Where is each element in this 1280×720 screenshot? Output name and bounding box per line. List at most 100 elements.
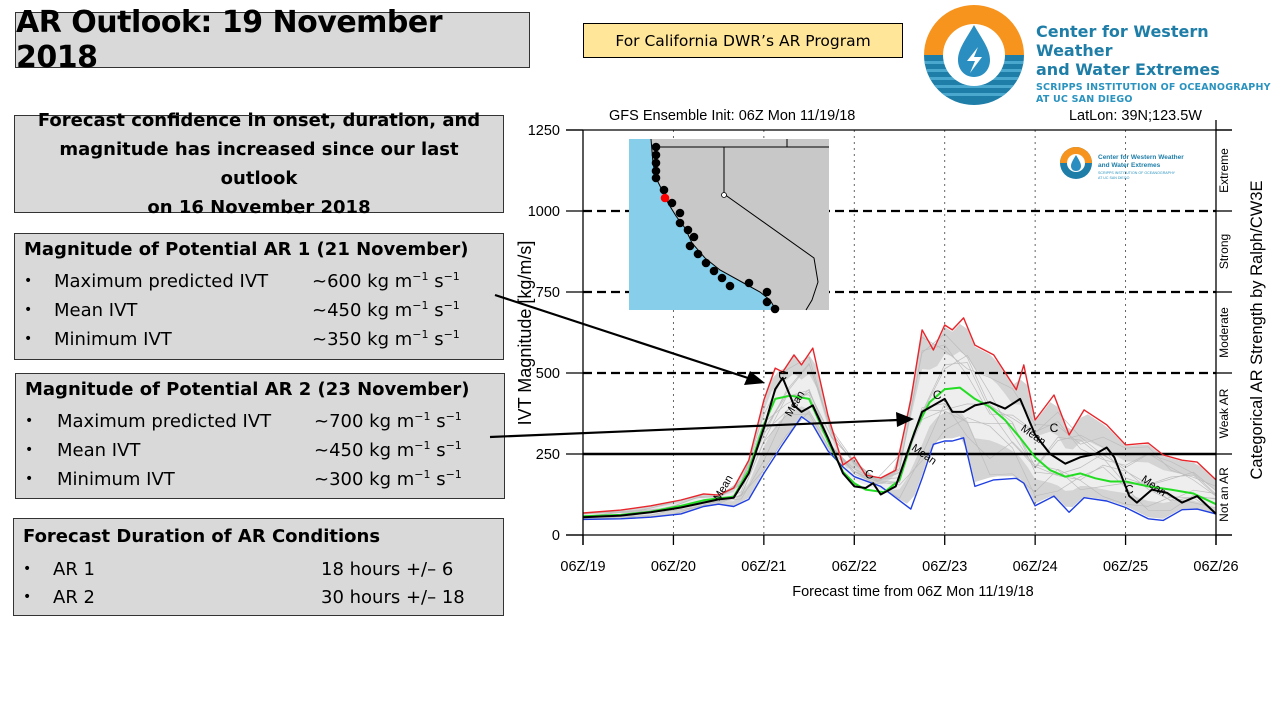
- duration-ar2-value: 30 hours +/– 18: [321, 586, 465, 608]
- grid-point-marker: [685, 241, 695, 251]
- ensemble-inner-band: [583, 351, 1216, 518]
- page-title: AR Outlook: 19 November 2018: [16, 5, 443, 75]
- ar1-row-mean: • Mean IVT ~450 kg m−1 s−1: [24, 296, 499, 324]
- logo-line-3: SCRIPPS INSTITUTION OF OCEANOGRAPHY: [1036, 82, 1271, 93]
- ensemble-member-line: [582, 394, 1217, 518]
- grid-point-marker: [693, 249, 703, 259]
- contour-label: Mean: [1139, 473, 1168, 499]
- ar1-min-value: ~350 kg m−1 s−1: [312, 327, 460, 350]
- ar1-heading: Magnitude of Potential AR 1 (21 November…: [24, 239, 469, 260]
- x-ticks: 06Z/19 06Z/20 06Z/21 06Z/22 06Z/23 06Z/24 06Z/…: [560, 535, 1239, 575]
- chart-title-left: GFS Ensemble Init: 06Z Mon 11/19/18: [609, 108, 855, 124]
- bullet: •: [24, 302, 33, 318]
- ar1-arrowhead-icon: [744, 371, 765, 385]
- ensemble-member-line: [582, 413, 1217, 519]
- category-label: Strong: [1217, 234, 1231, 269]
- ar2-magnitude-box: Magnitude of Potential AR 2 (23 November…: [15, 373, 505, 499]
- ensemble-max-line: [582, 317, 1217, 514]
- ar2-min-value: ~300 kg m−1 s−1: [314, 467, 462, 490]
- bullet: •: [25, 442, 34, 458]
- y-tick-label: 1000: [528, 204, 560, 220]
- grid-point-marker: [651, 166, 661, 176]
- ensemble-member-line: [582, 389, 1217, 518]
- chart-logo-line-4: AT UC SAN DIEGO: [1098, 176, 1130, 180]
- ensemble-member-line: [582, 333, 1217, 515]
- inset-map: [629, 138, 829, 314]
- ar1-max-label: Maximum predicted IVT: [54, 270, 269, 292]
- ar1-mean-value: ~450 kg m−1 s−1: [312, 298, 460, 321]
- contour-label: Mean: [909, 442, 938, 468]
- x-tick-label: 06Z/19: [560, 559, 605, 575]
- annotation-arrows: [489, 293, 914, 439]
- ar2-max-label: Maximum predicted IVT: [57, 410, 272, 432]
- grid-point-marker: [762, 297, 772, 307]
- ar1-mean-label: Mean IVT: [54, 299, 138, 321]
- ensemble-member-line: [582, 388, 1217, 518]
- grid-point-marker: [709, 266, 719, 276]
- duration-ar1-value: 18 hours +/– 6: [321, 558, 454, 580]
- ensemble-member-line: [582, 402, 1217, 519]
- category-label: Not an AR: [1217, 467, 1231, 522]
- chart-logo-line-1: Center for Western Weather: [1098, 154, 1184, 161]
- grid-point-marker: [701, 258, 711, 268]
- y-tick-label: 500: [536, 366, 560, 382]
- spread-bands: [583, 323, 1216, 520]
- chart-title-right: LatLon: 39N;123.5W: [1069, 108, 1202, 124]
- category-labels: Not an AR Weak AR Moderate Strong Extreme: [1217, 148, 1231, 522]
- ensemble-member-line: [582, 344, 1217, 515]
- grid-point-marker: [689, 232, 699, 242]
- y-tick-label: 0: [552, 528, 560, 544]
- ar1-min-label: Minimum IVT: [54, 328, 172, 350]
- page-title-box: AR Outlook: 19 November 2018: [15, 5, 530, 75]
- bullet: •: [23, 561, 32, 577]
- logo-line-4: AT UC SAN DIEGO: [1036, 94, 1133, 105]
- y-tick-label: 250: [536, 447, 560, 463]
- category-label: Extreme: [1217, 148, 1231, 193]
- ensemble-members: [582, 333, 1217, 519]
- duration-box: Forecast Duration of AR Conditions • AR …: [13, 518, 504, 616]
- ensemble-spread-band: [583, 323, 1216, 520]
- cw3e-logo-text: Center for Western Weather and Water Ext…: [1036, 22, 1280, 106]
- map-ocean: [629, 139, 829, 310]
- map-land: [651, 139, 829, 310]
- x-tick-label: 06Z/24: [1013, 559, 1058, 575]
- bullet: •: [25, 471, 34, 487]
- logo-line-2: and Water Extremes: [1036, 60, 1220, 79]
- chart-logo-line-2: and Water Extremes: [1098, 162, 1161, 169]
- x-tick-label: 06Z/20: [651, 559, 696, 575]
- grid-point-marker: [659, 185, 669, 195]
- y-ticks: 0 250 500 750 1000 1250: [528, 123, 1232, 544]
- category-label: Weak AR: [1217, 388, 1231, 438]
- ensemble-mean-line: [582, 386, 1217, 518]
- ar2-mean-value: ~450 kg m−1 s−1: [314, 438, 462, 461]
- x-axis-label: Forecast time from 06Z Mon 11/19/18: [792, 584, 1034, 600]
- ensemble-min-line: [582, 416, 1217, 522]
- x-tick-label: 06Z/26: [1193, 559, 1238, 575]
- ar2-mean-label: Mean IVT: [57, 439, 141, 461]
- grid-point-marker: [651, 158, 661, 168]
- contour-label: Mean: [712, 473, 736, 503]
- program-label: For California DWR’s AR Program: [615, 31, 871, 50]
- ar2-arrowhead-icon: [896, 412, 914, 427]
- duration-ar2-label: AR 2: [53, 586, 95, 608]
- grid-point-marker: [651, 142, 661, 152]
- grid-point-marker: [675, 218, 685, 228]
- bullet: •: [23, 589, 32, 605]
- confidence-line-1: Forecast confidence in onset, duration, …: [37, 110, 481, 131]
- contour-label: C: [778, 368, 787, 382]
- map-city-marker: [721, 192, 727, 198]
- grid-point-marker: [762, 287, 772, 297]
- ar2-heading: Magnitude of Potential AR 2 (23 November…: [25, 379, 470, 400]
- chart-logo-line-3: SCRIPPS INSTITUTION OF OCEANOGRAPHY: [1098, 171, 1176, 175]
- y-tick-label: 750: [536, 285, 560, 301]
- contour-label: C: [933, 388, 942, 402]
- grid-point-marker: [683, 225, 693, 235]
- grid-point-marker: [651, 173, 661, 183]
- duration-heading: Forecast Duration of AR Conditions: [23, 526, 381, 547]
- ar2-row-min: • Minimum IVT ~300 kg m−1 s−1: [25, 465, 500, 493]
- confidence-box: Forecast confidence in onset, duration, …: [14, 110, 504, 218]
- x-tick-label: 06Z/21: [741, 559, 786, 575]
- program-badge: For California DWR’s AR Program: [583, 23, 903, 58]
- duration-row-ar1: • AR 1 18 hours +/– 6: [23, 555, 499, 583]
- duration-row-ar2: • AR 2 30 hours +/– 18: [23, 583, 499, 611]
